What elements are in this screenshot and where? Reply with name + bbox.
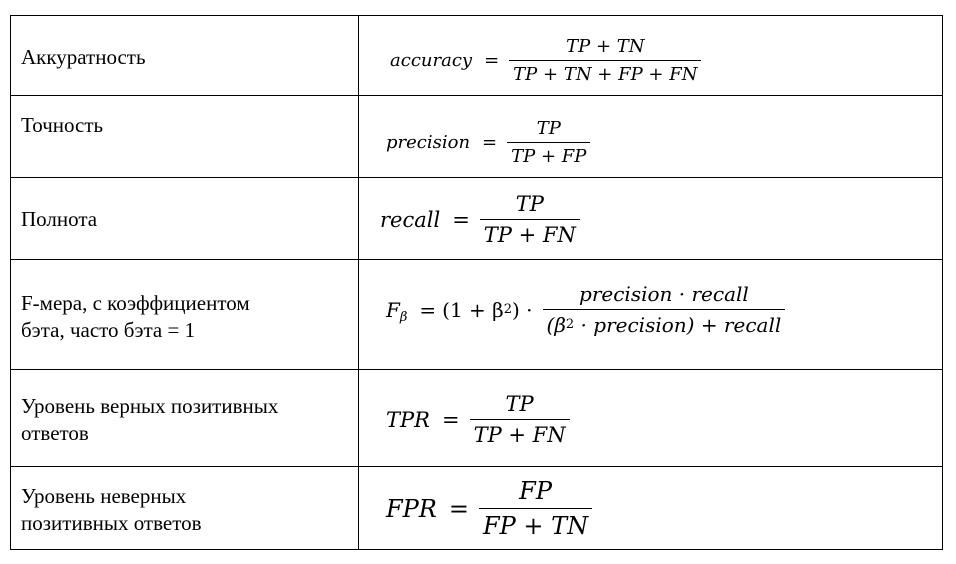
- recall-formula: recall = TP TP + FN: [380, 192, 584, 247]
- metric-name-cell: Точность: [10, 95, 359, 178]
- formula-lhs: precision: [386, 132, 471, 153]
- metric-name-cell: Уровень неверных позитивных ответов: [10, 466, 359, 550]
- fraction: TP + TN TP + TN + FP + FN: [509, 36, 702, 85]
- numerator: TP: [505, 392, 534, 416]
- denominator: TP + TN + FP + FN: [509, 60, 702, 85]
- fraction: TP TP + FP: [507, 118, 591, 167]
- metric-name-cell: Полнота: [10, 177, 359, 260]
- metric-name: Точность: [21, 113, 104, 137]
- fraction: TP TP + FN: [469, 392, 570, 447]
- denominator: (β2 · precision) + recall: [542, 309, 786, 337]
- table-row: Полнота recall = TP TP + FN: [10, 177, 943, 260]
- metric-name-cell: Уровень верных позитивных ответов: [10, 369, 359, 467]
- metric-name-cell: F-мера, с коэффициентом бэта, часто бэта…: [10, 259, 359, 370]
- fpr-formula: FPR = FP FP + TN: [386, 477, 596, 540]
- formula-lhs: FPR: [386, 494, 437, 523]
- table-row: Аккуратность accuracy = TP + TN TP + TN …: [10, 15, 943, 96]
- beta-prefix: (1 + β2) ·: [442, 297, 533, 322]
- tpr-formula: TPR = TP TP + FN: [386, 392, 574, 447]
- denominator: TP + FN: [469, 419, 570, 447]
- f-beta-formula: Fβ = (1 + β2) · precision · recall (β2 ·…: [386, 282, 789, 337]
- formula-cell: accuracy = TP + TN TP + TN + FP + FN: [358, 15, 943, 96]
- metric-name: Полнота: [21, 207, 98, 231]
- numerator: TP: [515, 192, 544, 216]
- fraction: FP FP + TN: [478, 477, 593, 540]
- metric-name-line: ответов: [21, 421, 89, 445]
- accuracy-formula: accuracy = TP + TN TP + TN + FP + FN: [390, 36, 705, 85]
- table-row: Уровень неверных позитивных ответов FPR …: [10, 466, 943, 550]
- denominator: TP + FP: [507, 142, 591, 167]
- formula-lhs: recall: [380, 207, 441, 232]
- formula-cell: Fβ = (1 + β2) · precision · recall (β2 ·…: [358, 259, 943, 370]
- metric-name-line: Уровень неверных: [21, 484, 187, 508]
- metric-name-line: Уровень верных позитивных: [21, 394, 279, 418]
- metric-name-cell: Аккуратность: [10, 15, 359, 96]
- denominator: FP + TN: [478, 508, 593, 540]
- metric-name: Аккуратность: [21, 45, 146, 69]
- table-row: Уровень верных позитивных ответов TPR = …: [10, 369, 943, 467]
- formula-cell: TPR = TP TP + FN: [358, 369, 943, 467]
- metrics-table: Аккуратность accuracy = TP + TN TP + TN …: [10, 15, 943, 550]
- metric-name-line: F-мера, с коэффициентом: [21, 291, 250, 315]
- fraction: TP TP + FN: [479, 192, 580, 247]
- numerator: TP + TN: [566, 36, 645, 57]
- numerator: precision · recall: [579, 282, 749, 306]
- formula-cell: precision = TP TP + FP: [358, 95, 943, 178]
- formula-lhs: accuracy: [390, 50, 473, 71]
- denominator: TP + FN: [479, 219, 580, 247]
- formula-cell: recall = TP TP + FN: [358, 177, 943, 260]
- precision-formula: precision = TP TP + FP: [386, 118, 594, 167]
- fraction: precision · recall (β2 · precision) + re…: [542, 282, 786, 337]
- table-row: F-мера, с коэффициентом бэта, часто бэта…: [10, 259, 943, 370]
- numerator: FP: [519, 477, 552, 505]
- numerator: TP: [536, 118, 561, 139]
- metric-name-line: позитивных ответов: [21, 511, 202, 535]
- formula-lhs: TPR: [386, 407, 430, 432]
- formula-cell: FPR = FP FP + TN: [358, 466, 943, 550]
- table-row: Точность precision = TP TP + FP: [10, 95, 943, 178]
- formula-lhs: Fβ: [386, 297, 408, 326]
- metric-name-line: бэта, часто бэта = 1: [21, 318, 196, 342]
